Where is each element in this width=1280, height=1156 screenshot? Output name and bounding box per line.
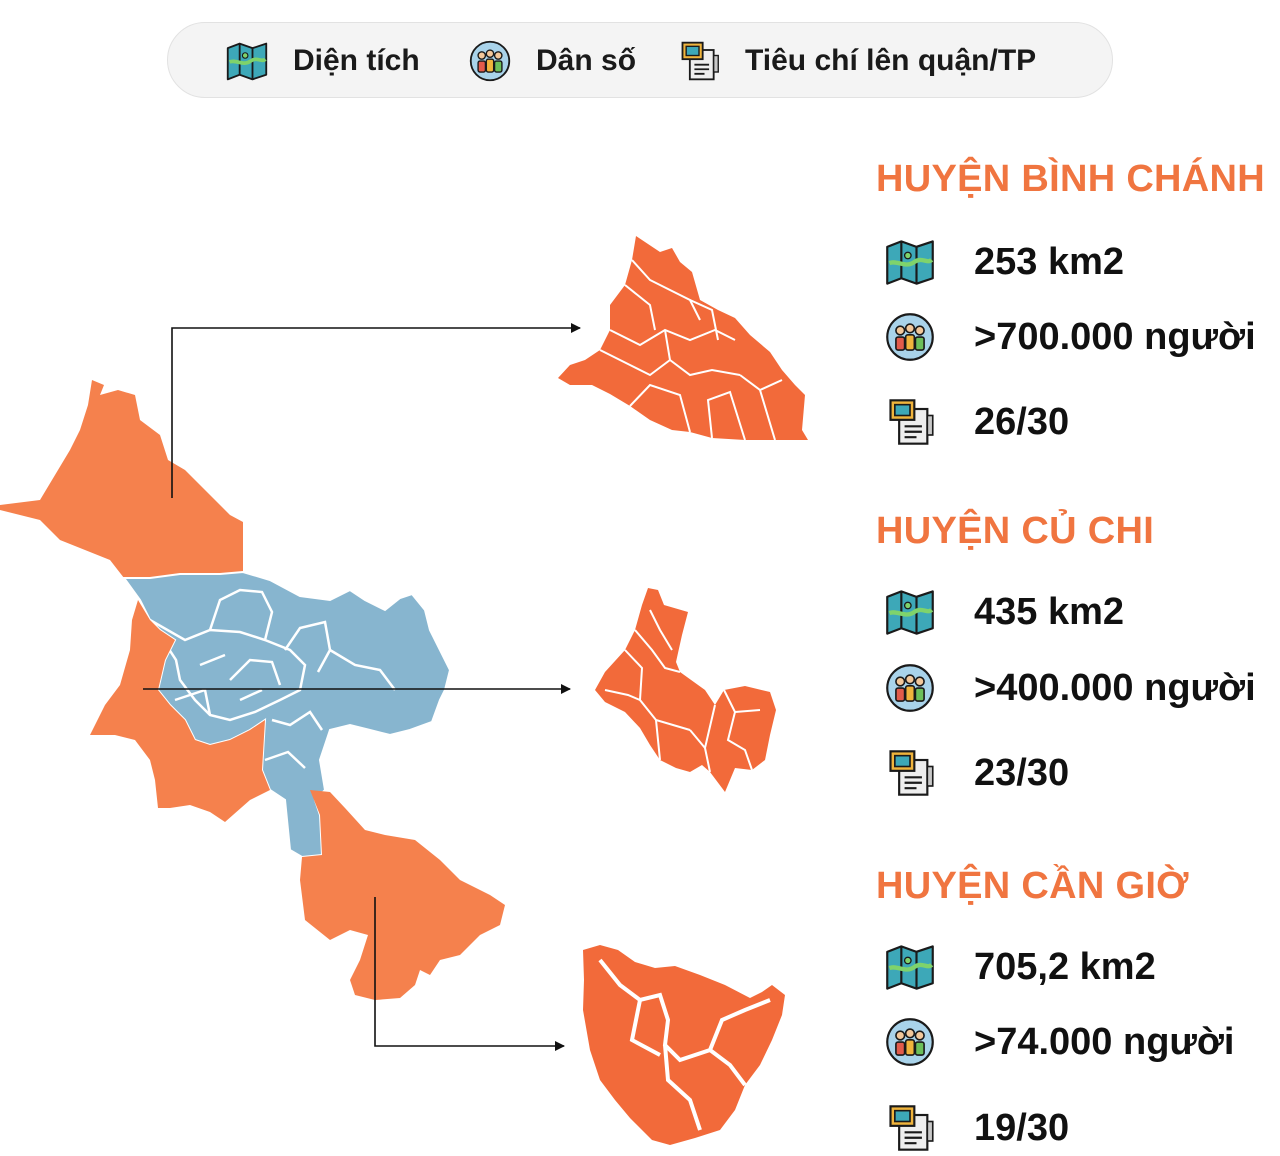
document-icon: [884, 1102, 936, 1154]
can-gio-ward-lines: [598, 958, 771, 1131]
people-icon: [884, 662, 936, 714]
binh-chanh-region: [90, 600, 270, 822]
criteria-value: 26/30: [974, 400, 1070, 443]
document-icon: [677, 39, 721, 83]
district-title-can-gio: HUYỆN CẦN GIỜ: [876, 865, 1189, 907]
area-value: 435 km2: [974, 590, 1125, 633]
can-gio-arrow: [374, 897, 565, 1051]
criteria-value: 23/30: [974, 751, 1070, 794]
area-value: 705,2 km2: [974, 945, 1156, 988]
map-icon: [884, 236, 936, 288]
stat-criteria-binh-chanh: 26/30: [884, 395, 1069, 449]
legend-bar: Diện tích Dân số Tiêu chí lên quận/TP: [167, 22, 1113, 98]
people-icon: [884, 1016, 936, 1068]
stat-population-binh-chanh: >700.000 người: [884, 310, 1256, 364]
map-icon: [884, 586, 936, 638]
legend-area: Diện tích: [225, 23, 420, 99]
district-title-cu-chi: HUYỆN CỦ CHI: [876, 510, 1155, 552]
stat-area-cu-chi: 435 km2: [884, 585, 1124, 639]
document-icon: [884, 747, 936, 799]
document-icon: [884, 396, 936, 448]
stat-area-binh-chanh: 253 km2: [884, 235, 1124, 289]
urban-ward-lines: [148, 588, 396, 769]
legend-population: Dân số: [468, 23, 636, 99]
criteria-value: 19/30: [974, 1106, 1070, 1149]
stat-population-cu-chi: >400.000 người: [884, 661, 1256, 715]
legend-criteria: Tiêu chí lên quận/TP: [677, 23, 1036, 99]
legend-population-label: Dân số: [536, 44, 637, 77]
population-value: >700.000 người: [974, 315, 1256, 358]
binh-chanh-ward-lines: [599, 259, 783, 441]
legend-area-label: Diện tích: [293, 44, 420, 77]
population-value: >74.000 người: [974, 1020, 1235, 1063]
map-icon: [225, 39, 269, 83]
binh-chanh-arrow: [171, 323, 581, 498]
cu-chi-ward-lines: [604, 609, 761, 773]
people-icon: [884, 311, 936, 363]
stat-criteria-cu-chi: 23/30: [884, 746, 1069, 800]
can-gio-region: [300, 790, 505, 1000]
map-icon: [884, 941, 936, 993]
stat-area-can-gio: 705,2 km2: [884, 940, 1156, 994]
area-value: 253 km2: [974, 240, 1125, 283]
legend-criteria-label: Tiêu chí lên quận/TP: [745, 44, 1037, 77]
district-title-binh-chanh: HUYỆN BÌNH CHÁNH: [876, 158, 1266, 200]
stat-population-can-gio: >74.000 người: [884, 1015, 1235, 1069]
people-icon: [468, 39, 512, 83]
cu-chi-region: [0, 380, 243, 578]
stat-criteria-can-gio: 19/30: [884, 1101, 1069, 1155]
population-value: >400.000 người: [974, 666, 1256, 709]
